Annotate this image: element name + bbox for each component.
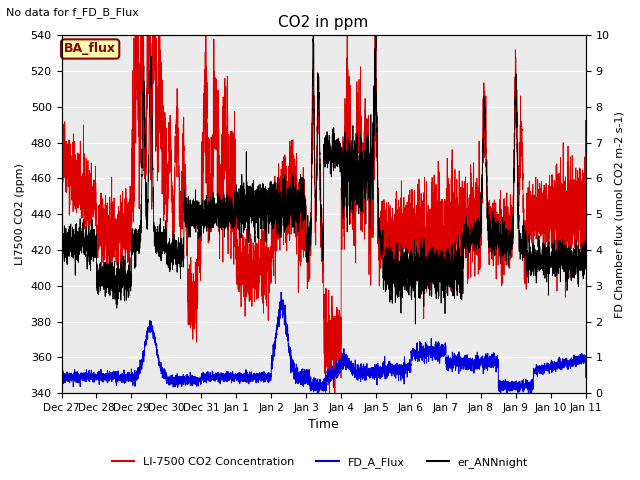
Legend: LI-7500 CO2 Concentration, FD_A_Flux, er_ANNnight: LI-7500 CO2 Concentration, FD_A_Flux, er… (108, 452, 532, 472)
X-axis label: Time: Time (308, 419, 339, 432)
Y-axis label: LI7500 CO2 (ppm): LI7500 CO2 (ppm) (15, 163, 25, 265)
Y-axis label: FD Chamber flux (umol CO2 m-2 s-1): FD Chamber flux (umol CO2 m-2 s-1) (615, 111, 625, 318)
Title: CO2 in ppm: CO2 in ppm (278, 15, 369, 30)
Text: No data for f_FD_B_Flux: No data for f_FD_B_Flux (6, 7, 140, 18)
Text: BA_flux: BA_flux (64, 43, 116, 56)
